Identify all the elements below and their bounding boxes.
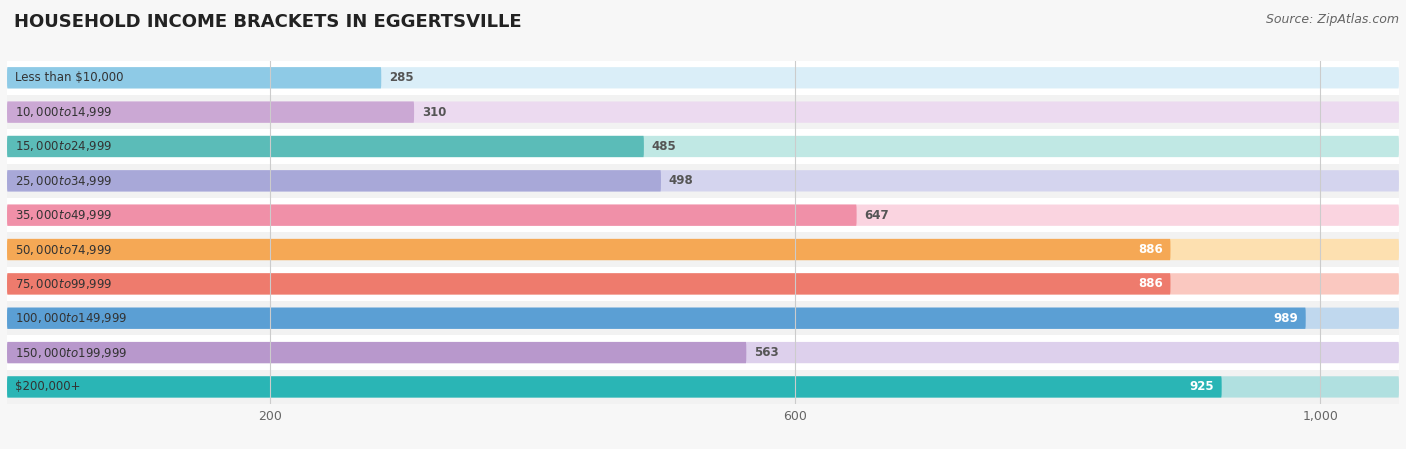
- FancyBboxPatch shape: [7, 233, 1399, 267]
- Text: 886: 886: [1137, 277, 1163, 291]
- Text: Source: ZipAtlas.com: Source: ZipAtlas.com: [1265, 13, 1399, 26]
- Text: $100,000 to $149,999: $100,000 to $149,999: [15, 311, 128, 325]
- Text: $75,000 to $99,999: $75,000 to $99,999: [15, 277, 112, 291]
- FancyBboxPatch shape: [7, 170, 1399, 191]
- Text: 563: 563: [754, 346, 779, 359]
- Text: 989: 989: [1272, 312, 1298, 325]
- FancyBboxPatch shape: [7, 198, 1399, 233]
- FancyBboxPatch shape: [7, 101, 1399, 123]
- FancyBboxPatch shape: [7, 376, 1399, 397]
- Text: 310: 310: [422, 106, 446, 119]
- FancyBboxPatch shape: [7, 342, 747, 363]
- FancyBboxPatch shape: [7, 67, 1399, 88]
- FancyBboxPatch shape: [7, 308, 1399, 329]
- Text: $15,000 to $24,999: $15,000 to $24,999: [15, 140, 112, 154]
- Text: 647: 647: [865, 209, 889, 222]
- Text: $150,000 to $199,999: $150,000 to $199,999: [15, 346, 128, 360]
- FancyBboxPatch shape: [7, 308, 1306, 329]
- FancyBboxPatch shape: [7, 370, 1399, 404]
- Text: $10,000 to $14,999: $10,000 to $14,999: [15, 105, 112, 119]
- Text: $35,000 to $49,999: $35,000 to $49,999: [15, 208, 112, 222]
- FancyBboxPatch shape: [7, 267, 1399, 301]
- Text: 498: 498: [669, 174, 693, 187]
- FancyBboxPatch shape: [7, 205, 1399, 226]
- Text: 285: 285: [389, 71, 413, 84]
- Text: $50,000 to $74,999: $50,000 to $74,999: [15, 242, 112, 256]
- Text: 886: 886: [1137, 243, 1163, 256]
- FancyBboxPatch shape: [7, 376, 1222, 397]
- FancyBboxPatch shape: [7, 170, 661, 191]
- FancyBboxPatch shape: [7, 342, 1399, 363]
- FancyBboxPatch shape: [7, 95, 1399, 129]
- Text: $25,000 to $34,999: $25,000 to $34,999: [15, 174, 112, 188]
- FancyBboxPatch shape: [7, 67, 381, 88]
- Text: Less than $10,000: Less than $10,000: [15, 71, 124, 84]
- Text: $200,000+: $200,000+: [15, 380, 80, 393]
- FancyBboxPatch shape: [7, 273, 1399, 295]
- FancyBboxPatch shape: [7, 273, 1170, 295]
- FancyBboxPatch shape: [7, 61, 1399, 95]
- Text: 485: 485: [652, 140, 676, 153]
- Text: 925: 925: [1189, 380, 1213, 393]
- FancyBboxPatch shape: [7, 129, 1399, 164]
- FancyBboxPatch shape: [7, 239, 1399, 260]
- FancyBboxPatch shape: [7, 335, 1399, 370]
- FancyBboxPatch shape: [7, 164, 1399, 198]
- Text: HOUSEHOLD INCOME BRACKETS IN EGGERTSVILLE: HOUSEHOLD INCOME BRACKETS IN EGGERTSVILL…: [14, 13, 522, 31]
- FancyBboxPatch shape: [7, 101, 415, 123]
- FancyBboxPatch shape: [7, 136, 644, 157]
- FancyBboxPatch shape: [7, 239, 1170, 260]
- FancyBboxPatch shape: [7, 136, 1399, 157]
- FancyBboxPatch shape: [7, 205, 856, 226]
- FancyBboxPatch shape: [7, 301, 1399, 335]
